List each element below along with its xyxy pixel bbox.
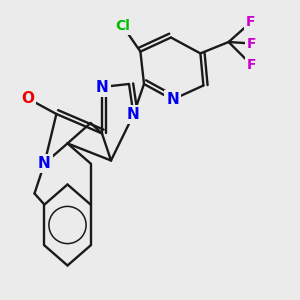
Text: F: F [246, 16, 255, 29]
Text: N: N [127, 107, 140, 122]
Text: F: F [247, 58, 257, 72]
Text: Cl: Cl [116, 20, 130, 33]
Text: N: N [96, 80, 108, 94]
Text: N: N [166, 92, 179, 107]
Text: N: N [38, 156, 51, 171]
Text: F: F [247, 37, 257, 50]
Text: O: O [21, 91, 34, 106]
